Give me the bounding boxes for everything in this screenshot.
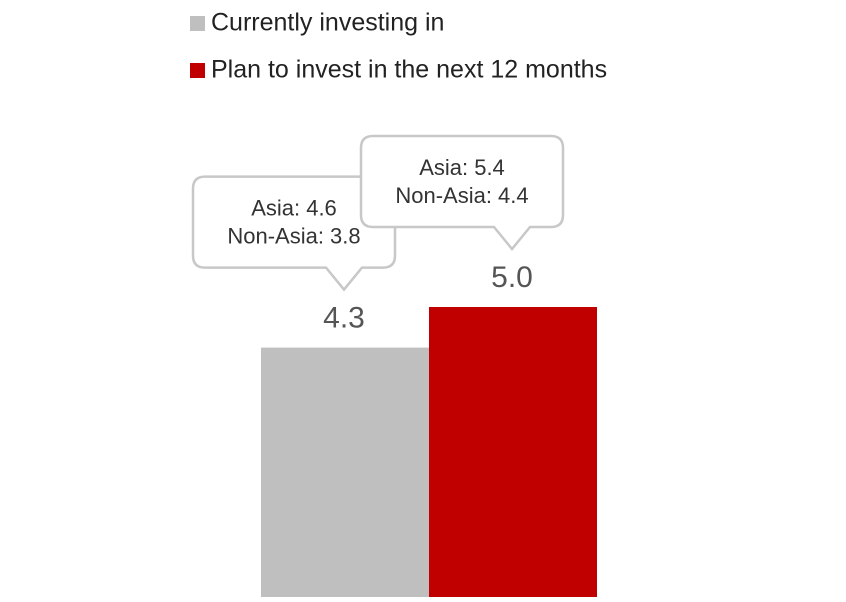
legend-swatch xyxy=(190,63,205,78)
legend-swatch xyxy=(190,16,205,31)
legend-label: Plan to invest in the next 12 months xyxy=(211,56,607,84)
legend-label: Currently investing in xyxy=(211,9,444,37)
bar xyxy=(261,347,429,597)
callout-text: Non-Asia: 4.4 xyxy=(395,183,528,208)
callout-box xyxy=(359,134,565,251)
callout-text: Non-Asia: 3.8 xyxy=(227,223,360,248)
callout-text: Asia: 5.4 xyxy=(419,155,505,180)
data-label: 5.0 xyxy=(491,261,533,294)
callout-text: Asia: 4.6 xyxy=(251,195,337,220)
data-label: 4.3 xyxy=(323,302,365,335)
bar xyxy=(429,307,597,597)
